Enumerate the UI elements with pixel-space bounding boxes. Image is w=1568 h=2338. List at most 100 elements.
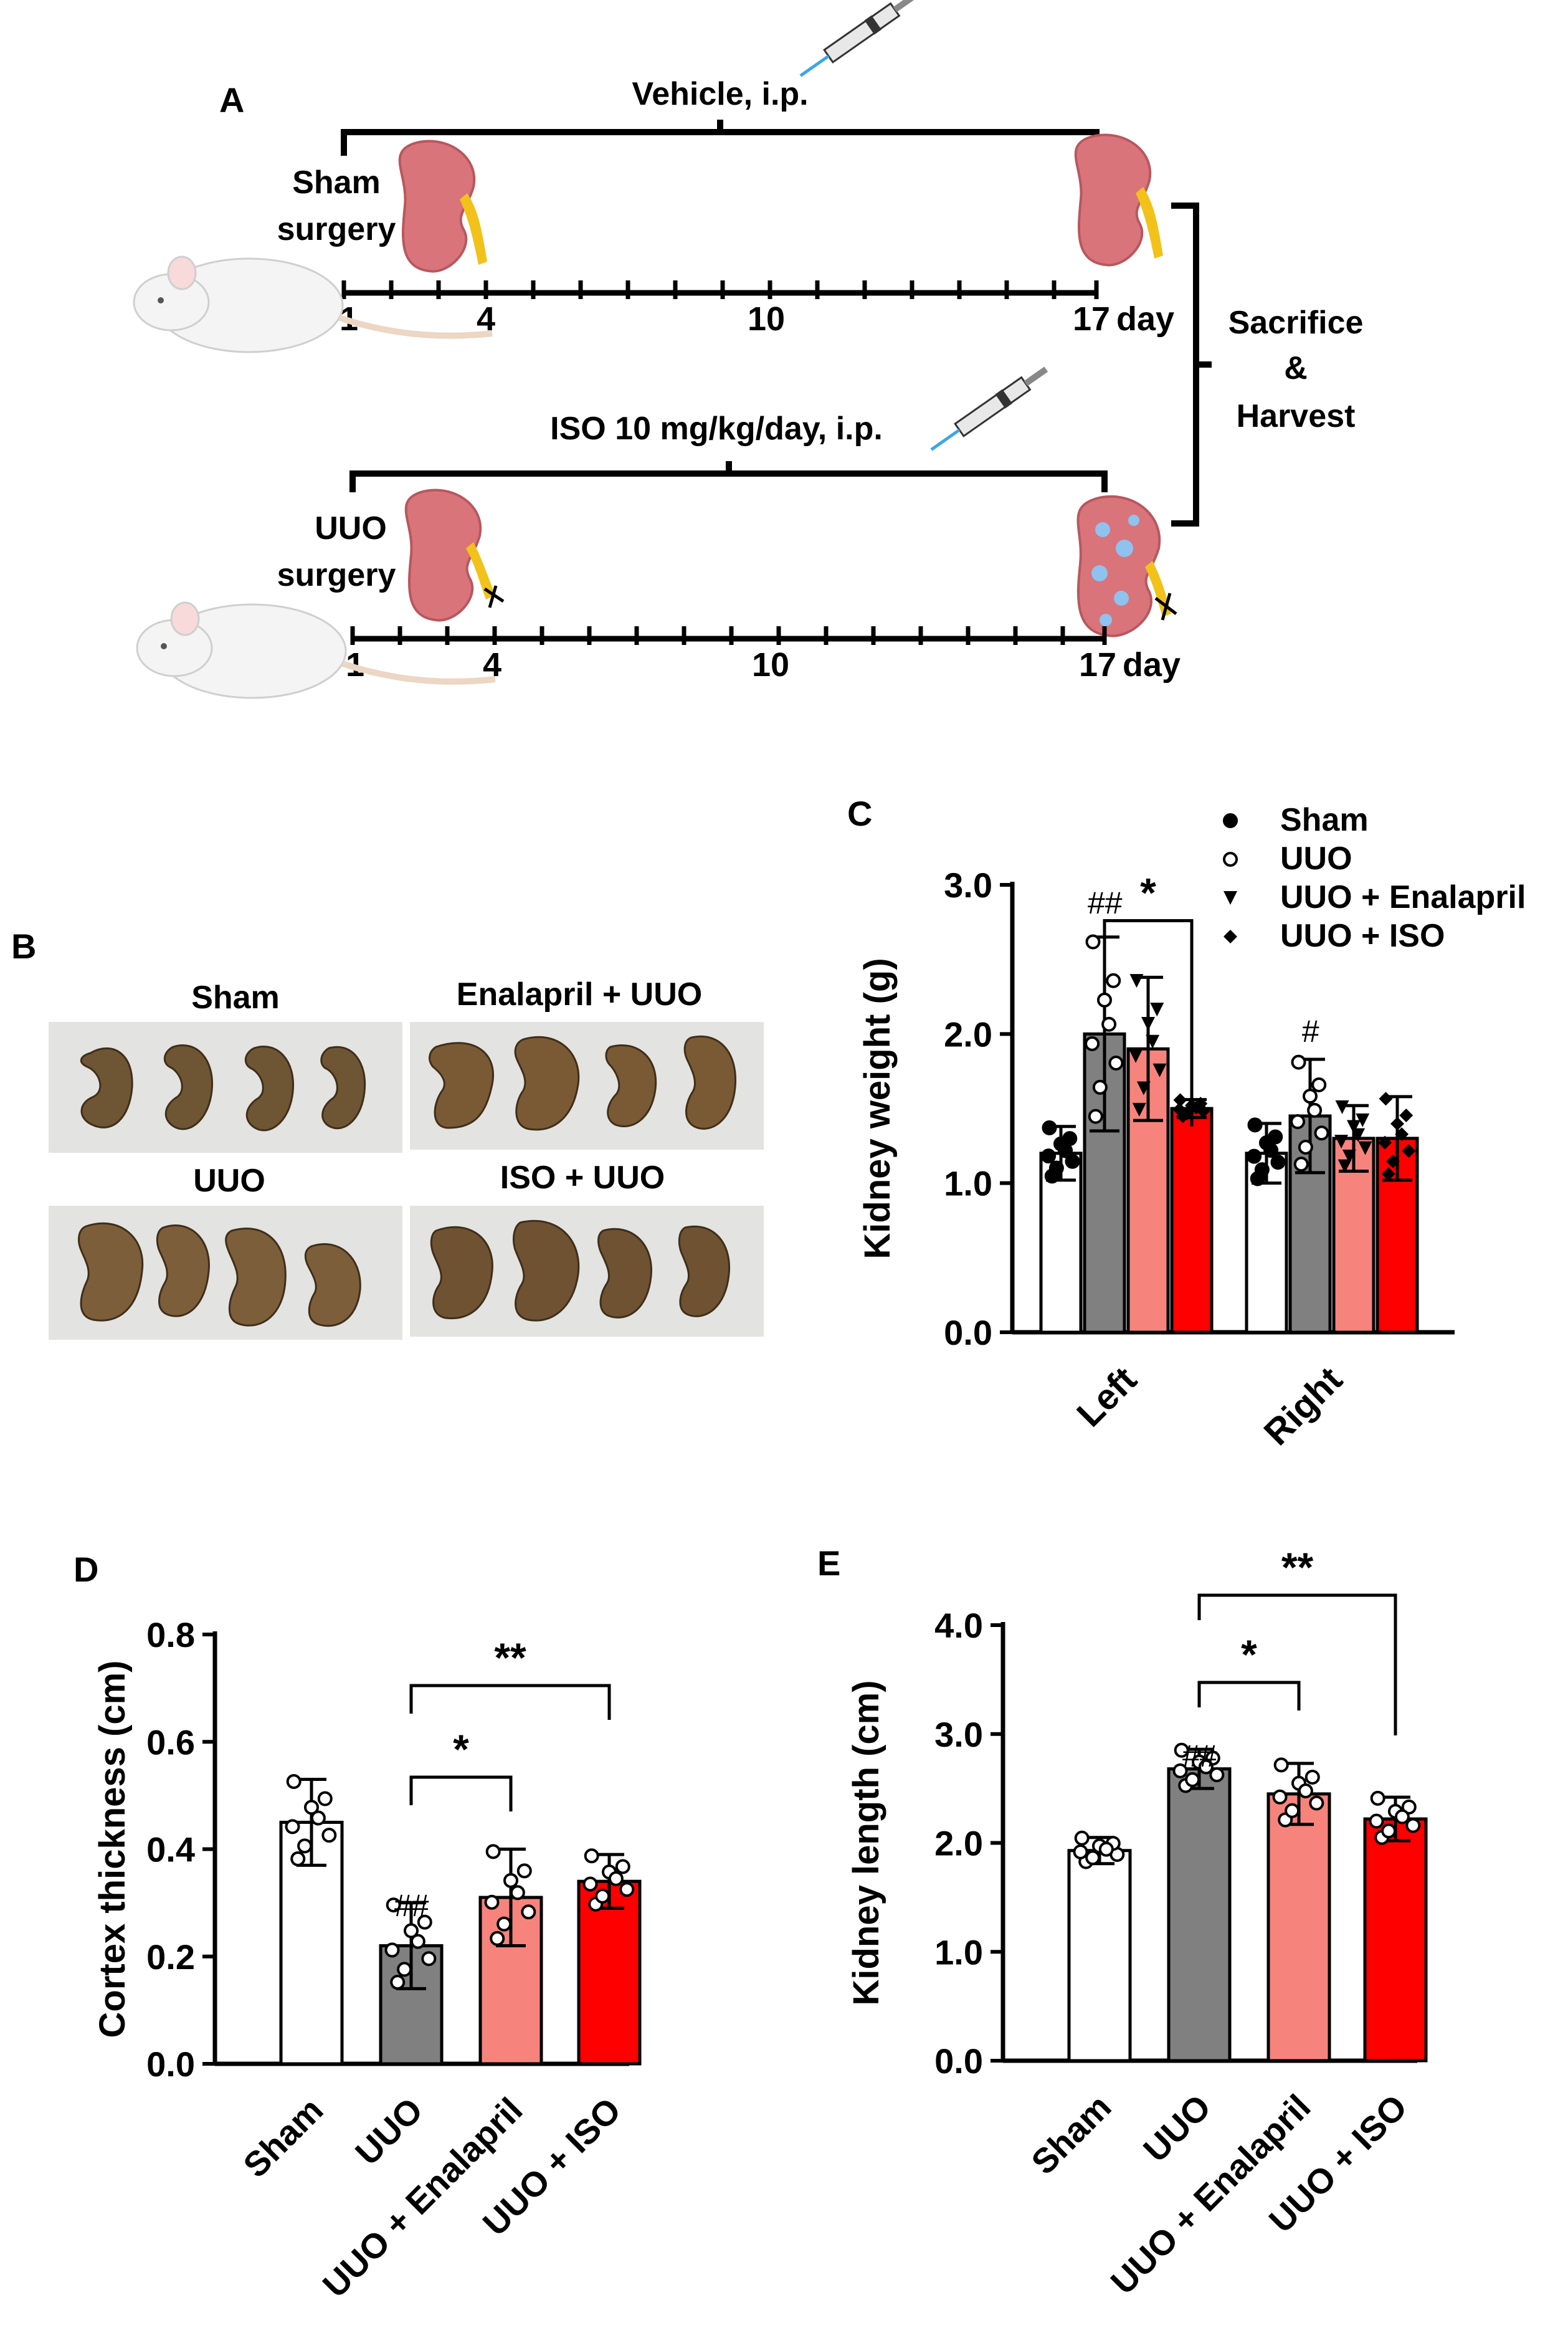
data-point	[1351, 1128, 1366, 1142]
data-point	[516, 1863, 532, 1879]
data-point	[1098, 1841, 1114, 1857]
data-point	[1150, 1003, 1164, 1017]
kidney-specimen	[320, 1046, 366, 1129]
data-point	[1088, 1109, 1103, 1124]
data-point	[1311, 1077, 1327, 1092]
data-point	[310, 1810, 326, 1826]
y-tick-label: 2.0	[934, 1824, 983, 1863]
x-tick-label: Sham	[235, 2090, 330, 2185]
panel-b-letter: B	[11, 927, 36, 966]
annotation-label: #	[1301, 1014, 1319, 1049]
data-point	[286, 1773, 302, 1789]
data-point	[1307, 1102, 1323, 1118]
data-point	[1224, 930, 1237, 943]
data-point	[1041, 1148, 1057, 1164]
data-point	[410, 1934, 425, 1949]
y-tick-label: 0.8	[146, 1615, 195, 1654]
data-point	[1129, 1049, 1143, 1063]
data-point	[503, 1873, 518, 1888]
y-tick-label: 4.0	[934, 1606, 983, 1645]
significance-bracket	[409, 1775, 513, 1811]
kidney-specimen	[514, 1036, 580, 1131]
data-point	[1270, 1155, 1286, 1170]
data-point	[421, 1951, 437, 1967]
kidney-specimen	[225, 1228, 287, 1327]
data-point	[484, 1894, 500, 1910]
data-point	[1174, 1742, 1189, 1758]
annotation-label: ##	[394, 1888, 429, 1923]
data-point	[497, 1916, 512, 1932]
x-tick-label: Left	[1069, 1359, 1144, 1434]
data-point	[1136, 1081, 1151, 1095]
kidney-specimen	[605, 1044, 657, 1127]
data-point	[1173, 1093, 1187, 1107]
data-point	[1314, 1125, 1329, 1141]
kidney-specimen	[304, 1243, 361, 1327]
data-point	[1048, 1160, 1064, 1176]
panel-c-letter: C	[847, 794, 872, 833]
data-point	[1273, 1757, 1289, 1773]
uuo-tick-label: 17	[1079, 646, 1116, 684]
significance-label: *	[1140, 869, 1156, 915]
y-tick-label: 0.0	[934, 2041, 983, 2081]
data-point	[1247, 1117, 1263, 1133]
kidney-specimen	[77, 1222, 144, 1322]
data-point	[1224, 891, 1237, 905]
data-point	[619, 1882, 635, 1897]
data-point	[1085, 1036, 1100, 1051]
rat-icon	[133, 255, 493, 353]
significance-bracket	[1197, 1681, 1301, 1711]
sham-treatment-label: Vehicle, i.p.	[632, 76, 808, 112]
data-point	[1293, 1157, 1309, 1172]
data-point	[386, 1897, 401, 1913]
data-point	[521, 1904, 536, 1920]
data-point	[1309, 1795, 1324, 1811]
data-point	[615, 1859, 630, 1874]
data-point	[584, 1848, 599, 1864]
photo-uuo	[49, 1206, 402, 1340]
uuo-surgery-line1: UUO	[315, 510, 387, 546]
panel-a: A Vehicle, i.p. Sham surgery	[133, 0, 1363, 699]
y-axis-label: Cortex thickness (cm)	[92, 1661, 133, 2038]
data-point	[297, 1838, 313, 1854]
data-point	[1405, 1818, 1421, 1833]
data-point	[1185, 1772, 1200, 1787]
data-point	[1298, 1139, 1313, 1155]
y-tick-label: 0.2	[146, 1937, 195, 1977]
kidney-icon	[404, 489, 505, 622]
annotation-label: ##	[1087, 885, 1123, 920]
data-point	[317, 1791, 333, 1806]
data-point	[321, 1828, 337, 1843]
sham-tick-label: 10	[748, 300, 785, 338]
y-tick-label: 0.0	[146, 2045, 195, 2084]
data-point	[285, 1819, 300, 1835]
data-point	[290, 1851, 306, 1867]
kidney-specimen	[430, 1226, 493, 1320]
kidney-specimen	[678, 1225, 731, 1317]
data-point	[1106, 973, 1121, 988]
data-point	[1085, 934, 1101, 950]
data-point	[1062, 1131, 1078, 1147]
data-point	[397, 1962, 412, 1977]
data-point	[1342, 1149, 1356, 1163]
y-tick-label: 1.0	[944, 1164, 992, 1203]
data-point	[1394, 1809, 1410, 1825]
kidney-specimen	[512, 1219, 580, 1322]
data-point	[1092, 1079, 1108, 1095]
panel-e-letter: E	[817, 1544, 840, 1583]
legend-label: Sham	[1280, 802, 1369, 838]
significance-label: **	[494, 1634, 526, 1681]
data-point	[1097, 992, 1112, 1008]
data-point	[1358, 1141, 1372, 1155]
data-point	[1108, 1056, 1124, 1071]
syringe-icon	[799, 0, 918, 77]
data-point	[1141, 1017, 1155, 1031]
panel-d-letter: D	[74, 1550, 98, 1589]
data-point	[1338, 1159, 1352, 1173]
data-point	[417, 1914, 432, 1930]
data-point	[390, 1975, 406, 1990]
data-point	[1172, 1763, 1188, 1778]
uuo-protocol-row: ISO 10 mg/kg/day, i.p. UUO surgery	[136, 366, 1181, 699]
kidney-specimen	[429, 1042, 494, 1129]
